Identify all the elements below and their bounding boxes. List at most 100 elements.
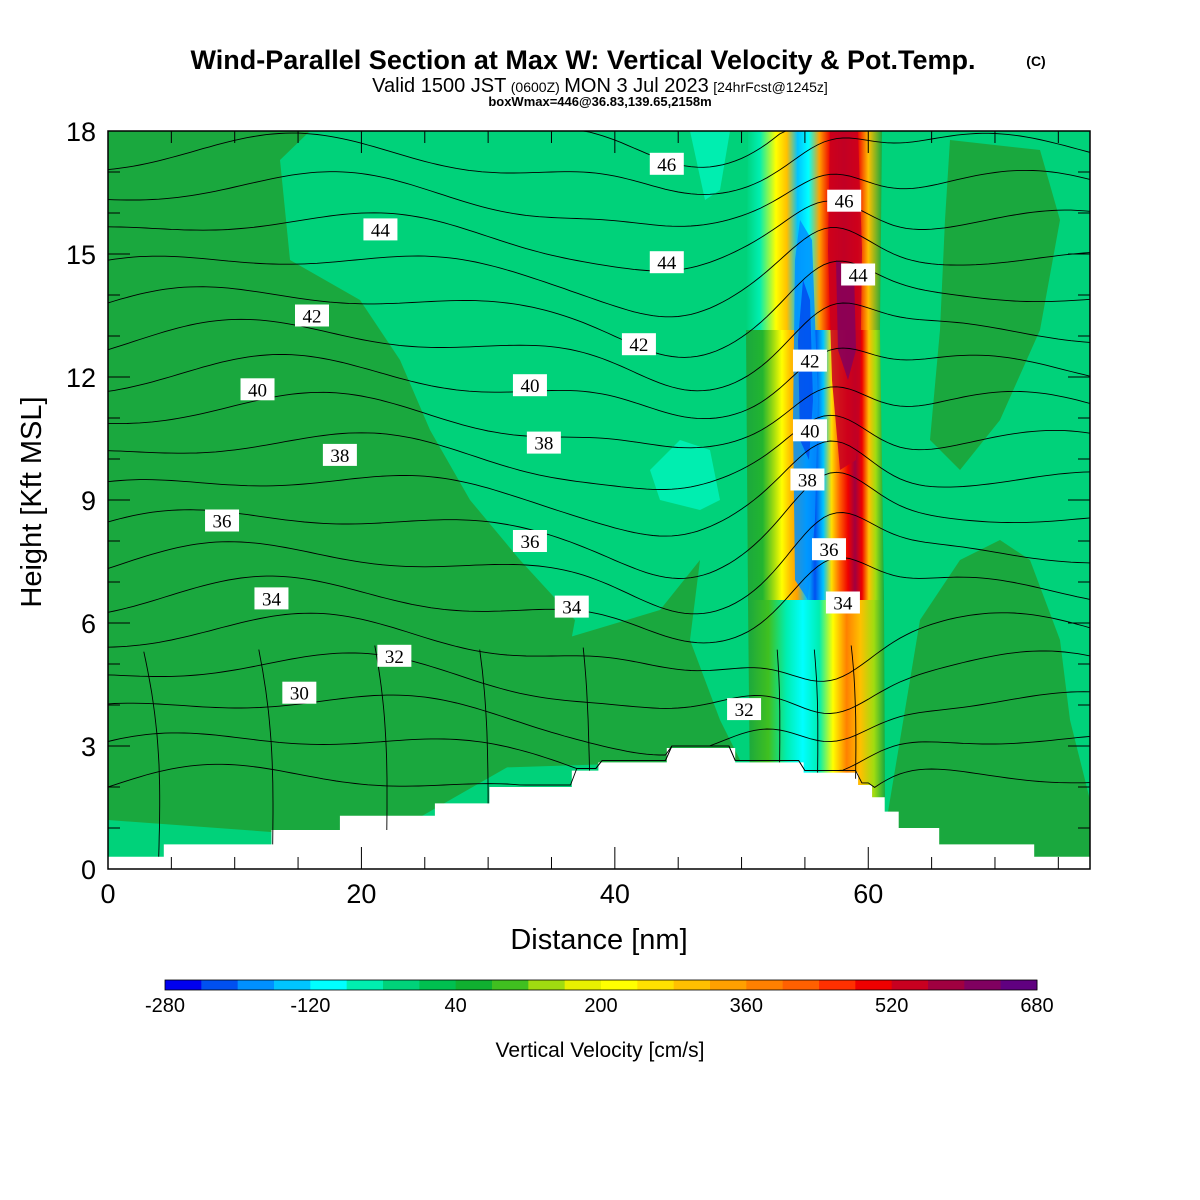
theta-contour-label: 34: [825, 591, 860, 615]
theta-contour-line: [108, 169, 1090, 227]
theta-label-box: [512, 374, 547, 397]
y-tick-label: 0: [81, 855, 96, 885]
theta-contour-label: 38: [790, 468, 825, 492]
colorbar-swatch: [564, 980, 602, 990]
theta-contour-line: [813, 649, 819, 773]
theta-contour-line: [108, 302, 1090, 392]
theta-label-text: 32: [385, 647, 404, 668]
theta-contour-label: 42: [792, 349, 827, 373]
theta-label-box: [727, 698, 762, 721]
theta-label-text: 30: [290, 684, 309, 705]
theta-label-text: 36: [213, 512, 232, 533]
theta-contour-labels: 30 32 32 34 34 34 36 36 36 38 38 38 40 40 40 42 42 42 44 44…: [205, 152, 876, 721]
y-axis-title: Height [Kft MSL]: [16, 396, 48, 607]
theta-label-box: [363, 218, 398, 241]
colorbar-swatch: [346, 980, 384, 990]
colorbar-tick-label: 360: [730, 995, 763, 1017]
theta-contour-line: [479, 649, 489, 804]
theta-label-text: 44: [849, 266, 869, 287]
plot-area: 30 32 32 34 34 34 36 36 36 38 38 38 40 40 40 42 42 42 44 44…: [108, 131, 1090, 869]
theta-contour-label: 40: [240, 378, 275, 401]
theta-label-text: 36: [819, 540, 838, 561]
colorbar-swatch: [891, 980, 929, 990]
theta-label-box: [825, 591, 860, 614]
colorbar-tick-label: -120: [290, 995, 330, 1017]
theta-contour-label: 32: [727, 698, 762, 721]
y-tick-label: 15: [66, 240, 96, 270]
theta-contour-line: [108, 227, 1090, 318]
theta-contour-label: 38: [526, 431, 561, 455]
theta-contour-label: 44: [841, 263, 876, 287]
box-wmax-info: boxWmax=446@36.83,139.65,2158m: [488, 94, 711, 109]
theta-contour-line: [108, 471, 1090, 579]
colorbar-swatch: [710, 980, 747, 990]
y-tick-label: 6: [81, 609, 96, 639]
theta-contour-line: [108, 414, 1090, 490]
field-region-weak-downdraft: [650, 440, 720, 510]
theta-label-box: [827, 189, 862, 212]
theta-label-text: 38: [330, 446, 349, 467]
theta-contour-label: 46: [827, 189, 862, 213]
theta-contour-label: 36: [811, 538, 846, 561]
theta-label-text: 34: [562, 598, 582, 619]
y-tick-label: 3: [81, 732, 96, 762]
theta-contour-label: 30: [282, 681, 317, 705]
colorbar: [164, 979, 1038, 991]
theta-contour-line: [776, 649, 781, 763]
colorbar-frame: [164, 979, 1038, 991]
colorbar-swatch: [601, 980, 638, 990]
field-region-weak-updraft-lower: [108, 560, 740, 780]
theta-label-box: [377, 644, 412, 667]
theta-label-box: [322, 443, 357, 466]
theta-contour-label: 36: [205, 509, 240, 533]
theta-label-box: [790, 468, 825, 491]
x-tick-label: 0: [100, 879, 115, 909]
valid-time-utc: (0600Z): [511, 79, 560, 95]
theta-contour-line: [108, 732, 1090, 772]
axis-ticks: [107, 130, 1090, 870]
valid-date: MON 3 Jul 2023: [564, 75, 709, 97]
theta-label-text: 44: [657, 253, 677, 274]
colorbar-swatch: [528, 980, 566, 990]
colorbar-tick-label: -280: [145, 995, 185, 1017]
theta-label-text: 32: [735, 700, 754, 721]
theta-label-text: 42: [629, 335, 648, 356]
colorbar-swatch: [1000, 980, 1038, 990]
theta-label-box: [621, 333, 656, 356]
theta-label-box: [254, 587, 289, 610]
theta-contour-label: 36: [512, 530, 547, 553]
colorbar-swatch: [383, 980, 420, 990]
theta-contour-line: [108, 347, 1090, 420]
y-tick-label: 9: [81, 486, 96, 516]
colorbar-swatch: [928, 980, 965, 990]
y-tick-label: 18: [66, 117, 96, 147]
colorbar-tick-label: 40: [445, 995, 467, 1017]
colorbar-swatch: [492, 980, 529, 990]
colorbar-tick-label: 680: [1020, 995, 1053, 1017]
theta-contour-line: [143, 651, 161, 857]
x-tick-label: 40: [600, 879, 630, 909]
x-tick-label: 20: [346, 879, 376, 909]
theta-label-box: [205, 509, 240, 532]
colorbar-swatch: [455, 980, 493, 990]
colorbar-swatch: [819, 980, 856, 990]
theta-label-box: [554, 595, 589, 618]
colorbar-swatch: [165, 980, 202, 990]
theta-label-text: 46: [657, 155, 676, 176]
theta-contour-label: 42: [621, 333, 656, 356]
colorbar-swatch: [746, 980, 784, 990]
theta-contour-line: [258, 649, 274, 845]
field-region-weak-updraft-east-upper: [930, 140, 1060, 470]
colorbar-swatch: [964, 980, 1002, 990]
theta-label-box: [649, 251, 684, 274]
colorbar-labels: -280 -120 40 200 360 520 680: [145, 995, 1054, 1017]
theta-label-box: [649, 152, 684, 175]
theta-contour-label: 32: [377, 644, 412, 668]
field-region-weak-downdraft-top: [690, 131, 730, 200]
theta-contour-line: [108, 132, 1090, 195]
theta-contour-label: 40: [792, 419, 827, 442]
valid-time: Valid 1500 JST: [372, 75, 506, 97]
y-tick-label: 12: [66, 363, 96, 393]
theta-contour-label: 40: [512, 374, 547, 397]
